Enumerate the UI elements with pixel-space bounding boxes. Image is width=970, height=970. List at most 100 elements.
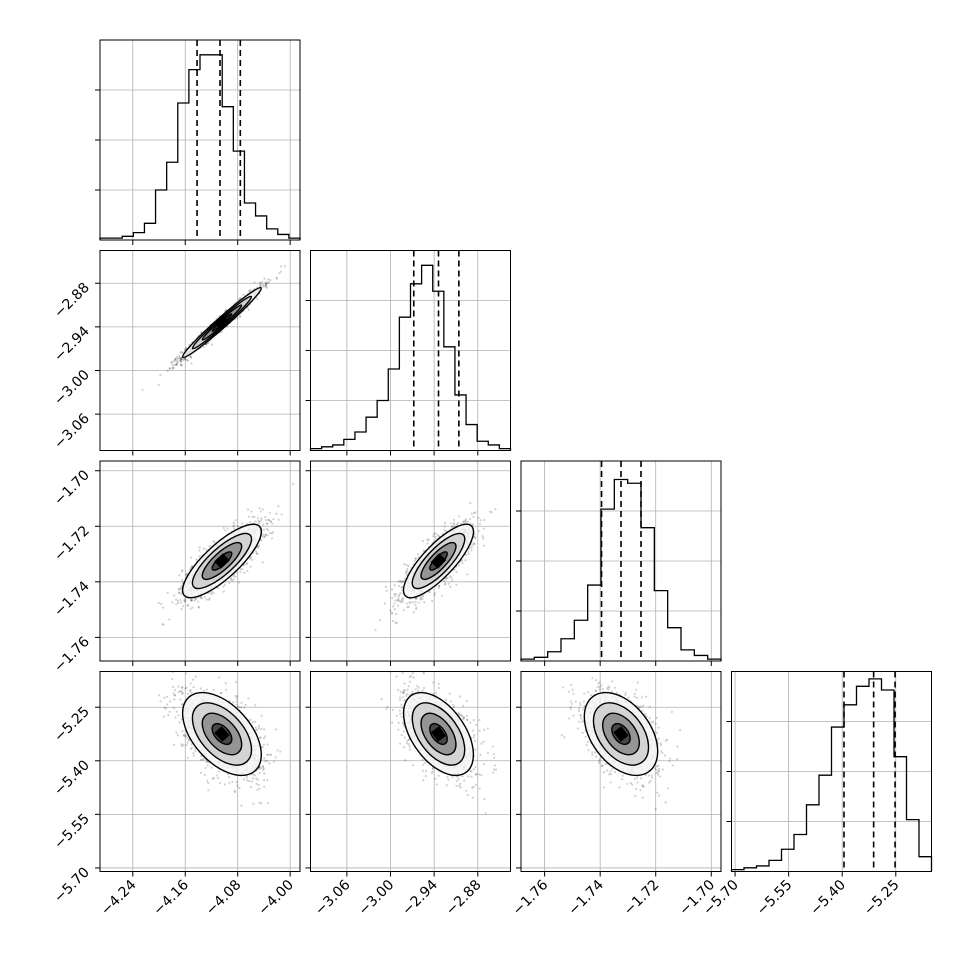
scatter-point bbox=[171, 677, 174, 681]
scatter-point bbox=[468, 518, 472, 521]
scatter-point bbox=[173, 594, 176, 597]
scatter-point bbox=[433, 592, 437, 595]
panel-frame bbox=[310, 460, 511, 662]
scatter-point bbox=[205, 598, 208, 601]
scatter-point bbox=[472, 536, 476, 539]
scatter-point bbox=[275, 512, 278, 515]
scatter-point bbox=[229, 578, 233, 581]
scatter-point bbox=[248, 290, 252, 293]
scatter-point bbox=[208, 545, 211, 548]
scatter-point bbox=[256, 552, 259, 556]
scatter-point bbox=[267, 529, 270, 532]
scatter-point bbox=[417, 601, 420, 604]
scatter-point bbox=[395, 621, 399, 625]
scatter-point bbox=[192, 754, 195, 757]
scatter-point bbox=[190, 691, 193, 694]
scatter-point bbox=[238, 315, 242, 318]
scatter-point bbox=[398, 599, 401, 603]
scatter-point bbox=[176, 359, 179, 363]
scatter-point bbox=[179, 592, 182, 596]
scatter-point bbox=[180, 360, 183, 363]
scatter-point bbox=[189, 355, 193, 359]
scatter-point bbox=[258, 507, 261, 510]
scatter-point bbox=[267, 281, 271, 284]
scatter-point bbox=[213, 541, 216, 544]
scatter-point bbox=[278, 272, 281, 275]
scatter-point bbox=[179, 598, 182, 602]
scatter-point bbox=[401, 580, 405, 583]
scatter-point bbox=[267, 278, 270, 281]
scatter-point bbox=[277, 505, 280, 508]
scatter-point bbox=[236, 703, 239, 706]
scatter-point bbox=[198, 546, 201, 549]
scatter-point bbox=[176, 734, 179, 737]
scatter-point bbox=[173, 358, 176, 361]
scatter-point bbox=[477, 516, 480, 520]
scatter-point bbox=[260, 727, 263, 731]
scatter-point bbox=[181, 351, 184, 354]
scatter-point bbox=[262, 737, 266, 740]
scatter-point bbox=[171, 367, 174, 370]
scatter-point bbox=[185, 573, 188, 576]
scatter-point bbox=[458, 515, 461, 518]
scatter-point bbox=[206, 764, 209, 767]
scatter-point bbox=[205, 548, 208, 551]
scatter-point bbox=[190, 599, 193, 602]
scatter-point bbox=[180, 744, 184, 748]
scatter-point bbox=[271, 522, 274, 525]
scatter-point bbox=[239, 567, 242, 571]
scatter-point bbox=[256, 546, 260, 549]
scatter-point bbox=[397, 580, 400, 583]
scatter-point bbox=[218, 782, 222, 785]
scatter-point bbox=[197, 606, 201, 609]
scatter-point bbox=[415, 606, 418, 609]
scatter-point bbox=[190, 556, 193, 559]
scatter-point bbox=[217, 776, 220, 780]
scatter-point bbox=[264, 533, 268, 536]
scatter-point bbox=[178, 359, 181, 362]
scatter-point bbox=[258, 771, 261, 775]
scatter-point bbox=[251, 515, 254, 518]
scatter-point bbox=[199, 596, 202, 599]
scatter-point bbox=[447, 582, 450, 585]
scatter-point bbox=[258, 281, 262, 284]
scatter-point bbox=[292, 482, 295, 486]
scatter-point bbox=[255, 550, 258, 553]
scatter-point bbox=[194, 749, 197, 752]
scatter-point bbox=[170, 361, 173, 364]
scatter-point bbox=[182, 359, 185, 362]
scatter-point bbox=[199, 758, 203, 761]
scatter-point bbox=[462, 520, 465, 523]
histogram-step bbox=[520, 478, 722, 661]
scatter-point bbox=[464, 553, 468, 557]
scatter-point bbox=[393, 584, 396, 587]
scatter-point bbox=[482, 544, 486, 547]
scatter-point bbox=[157, 383, 160, 386]
scatter-point bbox=[397, 584, 401, 587]
scatter-point bbox=[406, 606, 409, 609]
scatter-point bbox=[404, 570, 408, 573]
scatter-point bbox=[264, 282, 267, 285]
scatter-point bbox=[397, 597, 400, 600]
scatter-content bbox=[141, 265, 287, 392]
scatter-point bbox=[184, 599, 187, 602]
scatter-point bbox=[264, 284, 267, 287]
scatter-point bbox=[252, 802, 255, 805]
scatter-point bbox=[189, 689, 192, 692]
scatter-point bbox=[218, 676, 221, 679]
scatter-point bbox=[221, 330, 224, 334]
scatter-point bbox=[266, 522, 269, 525]
scatter-point bbox=[245, 562, 249, 565]
scatter-point bbox=[238, 297, 241, 300]
y-tick-label: −1.76 bbox=[51, 634, 93, 676]
scatter-point bbox=[280, 265, 283, 268]
scatter-point bbox=[182, 357, 185, 360]
scatter-point bbox=[444, 577, 448, 580]
scatter-point bbox=[179, 360, 183, 363]
scatter-point bbox=[267, 518, 270, 522]
scatter-point bbox=[385, 589, 388, 592]
scatter-point bbox=[186, 692, 190, 695]
scatter-point bbox=[414, 600, 417, 603]
scatter-point bbox=[178, 354, 181, 357]
scatter-point bbox=[449, 575, 452, 578]
